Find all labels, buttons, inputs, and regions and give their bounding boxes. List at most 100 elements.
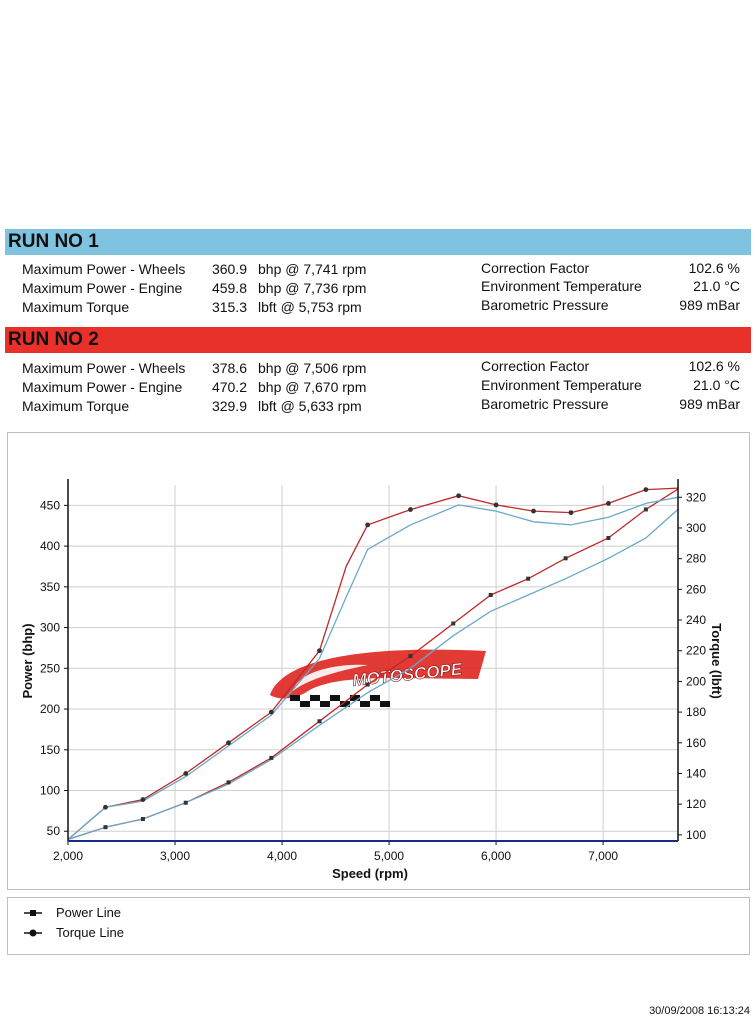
torque-marker (568, 510, 574, 516)
run2-title: RUN NO 2 (5, 327, 751, 353)
run2-max-power-wheels-label: Maximum Power - Wheels (22, 360, 186, 376)
run2-max-torque-label: Maximum Torque (22, 398, 130, 414)
power-marker (183, 800, 188, 805)
y-right-tick-label: 100 (686, 828, 706, 842)
torque-marker (183, 771, 189, 776)
power-marker (606, 535, 611, 540)
logo-checker (290, 695, 390, 707)
y-right-tick-label: 260 (686, 582, 706, 596)
y-left-tick-label: 350 (40, 580, 60, 594)
y-left-tick-label: 100 (40, 783, 60, 797)
y-right-tick-label: 300 (686, 521, 706, 535)
run1-max-power-wheels-label: Maximum Power - Wheels (22, 261, 186, 277)
run2-max-torque-detail: lbft @ 5,633 rpm (258, 398, 362, 414)
run1-max-power-engine-detail: bhp @ 7,736 rpm (258, 280, 367, 296)
torque-marker (268, 709, 274, 715)
run1-max-power-wheels-detail: bhp @ 7,741 rpm (258, 261, 367, 277)
run2-max-power-engine-value: 470.2 (211, 379, 247, 395)
y-left-tick-label: 450 (40, 498, 60, 512)
torque-marker (365, 522, 371, 528)
timestamp: 30/09/2008 16:13:24 (649, 1005, 750, 1017)
run2-max-power-wheels-value: 378.6 (211, 360, 247, 376)
torque-marker (493, 502, 499, 508)
run1-max-torque-detail: lbft @ 5,753 rpm (258, 299, 362, 315)
run1-max-torque-label: Maximum Torque (22, 299, 130, 315)
torque-marker (606, 501, 611, 506)
power-marker (451, 621, 456, 626)
power-marker (408, 654, 413, 659)
y-right-tick-label: 120 (686, 797, 706, 811)
run1-baro-value: 989 mBar (679, 297, 740, 313)
run1-env-temp-label: Environment Temperature (481, 278, 642, 294)
dyno-chart: MOTOSCOPE 2,000 3,000 4,000 5,000 6,000 7,000… (20, 479, 724, 881)
logo-swoosh-inner (293, 664, 368, 691)
torque-marker (103, 804, 108, 810)
x-tick-label: 2,000 (53, 849, 83, 863)
x-tick-label: 5,000 (374, 849, 404, 863)
power-marker (526, 576, 531, 581)
torque-marker (140, 797, 146, 802)
y-right-tick-label: 320 (686, 490, 706, 504)
power-marker (643, 507, 648, 512)
y-right-tick-label: 140 (686, 766, 706, 780)
torque-marker (317, 648, 322, 654)
torque-marker (408, 507, 413, 512)
run1-max-power-engine-label: Maximum Power - Engine (22, 280, 183, 296)
power-marker (365, 682, 370, 687)
legend: Power Line Torque Line (7, 897, 750, 955)
power-marker (103, 825, 108, 830)
y-right-tick-label: 280 (686, 552, 706, 566)
run2-max-power-engine-detail: bhp @ 7,670 rpm (258, 379, 367, 395)
y-left-tick-label: 150 (40, 743, 60, 757)
torque-marker (456, 493, 462, 499)
run2-max-torque-value: 329.9 (211, 398, 247, 414)
run1-baro-label: Barometric Pressure (481, 297, 609, 313)
run1-env-temp-value: 21.0 °C (693, 278, 740, 294)
y-right-tick-label: 160 (686, 736, 706, 750)
run2-env-temp-value: 21.0 °C (693, 377, 740, 393)
chart-frame: MOTOSCOPE 2,000 3,000 4,000 5,000 6,000 7,000… (7, 432, 750, 890)
square-marker-icon (24, 909, 42, 916)
series-line-run-1-torque (67, 496, 679, 840)
run1-title: RUN NO 1 (5, 229, 751, 255)
run2-correction-value: 102.6 % (688, 358, 740, 374)
legend-power-label: Power Line (56, 905, 122, 920)
run2-max-power-wheels-detail: bhp @ 7,506 rpm (258, 360, 367, 376)
run1-correction-value: 102.6 % (688, 260, 740, 276)
run1-max-power-engine-value: 459.8 (211, 280, 247, 296)
torque-marker (643, 487, 649, 493)
power-marker (226, 780, 231, 785)
run2-baro-label: Barometric Pressure (481, 396, 609, 412)
power-marker (317, 719, 322, 724)
y-right-tick-label: 240 (686, 613, 706, 627)
y-right-tick-label: 200 (686, 674, 706, 688)
y-right-tick-label: 220 (686, 644, 706, 658)
circle-marker-icon (24, 929, 42, 936)
y-left-tick-label: 50 (47, 824, 61, 838)
torque-marker (531, 508, 536, 514)
run2-correction-label: Correction Factor (481, 358, 590, 374)
torque-marker (226, 740, 231, 746)
run1-max-power-wheels-value: 360.9 (211, 261, 247, 277)
run2-baro-value: 989 mBar (679, 396, 740, 412)
logo-swoosh (270, 649, 486, 699)
x-tick-label: 4,000 (267, 849, 297, 863)
legend-torque: Torque Line (24, 925, 124, 940)
run1-correction-label: Correction Factor (481, 260, 590, 276)
run2-env-temp-label: Environment Temperature (481, 377, 642, 393)
run2-max-power-engine-label: Maximum Power - Engine (22, 379, 183, 395)
x-axis-label: Speed (rpm) (332, 866, 408, 881)
y-left-tick-label: 200 (40, 702, 60, 716)
y-left-tick-label: 300 (40, 621, 60, 635)
y-right-tick-label: 180 (686, 705, 706, 719)
power-marker (488, 592, 493, 597)
chart-axes: 2,000 3,000 4,000 5,000 6,000 7,000 50 100 150 20… (40, 479, 706, 863)
legend-power: Power Line (24, 905, 121, 920)
legend-torque-label: Torque Line (56, 925, 124, 940)
x-tick-label: 7,000 (588, 849, 618, 863)
y-axis-left-label: Power (bhp) (20, 623, 35, 698)
x-tick-label: 3,000 (160, 849, 190, 863)
run1-max-torque-value: 315.3 (211, 299, 247, 315)
power-marker (563, 556, 568, 561)
y-left-tick-label: 400 (40, 539, 60, 553)
